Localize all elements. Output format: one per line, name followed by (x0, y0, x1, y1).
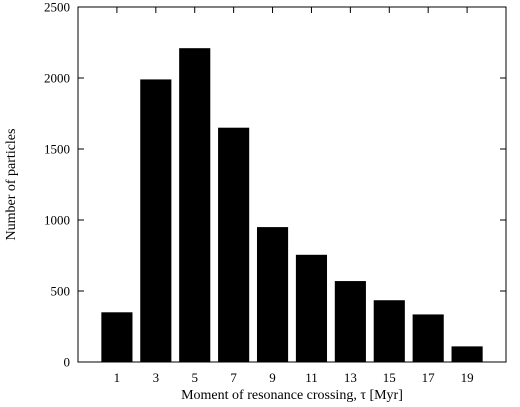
bar-13 (334, 281, 366, 362)
x-tick-label: 3 (153, 370, 160, 385)
bar-11 (295, 254, 328, 362)
x-tick-label: 1 (114, 370, 121, 385)
bar-15 (373, 300, 405, 362)
y-axis-label: Number of particles (4, 129, 19, 241)
y-tick-label: 1500 (44, 142, 70, 157)
y-tick-label: 0 (64, 355, 71, 370)
bar-3 (140, 79, 172, 363)
bar-19 (451, 346, 483, 362)
x-tick-label: 9 (269, 370, 276, 385)
x-tick-label: 17 (422, 370, 436, 385)
x-tick-label: 19 (461, 370, 474, 385)
bar-7 (218, 127, 250, 362)
bar-1 (101, 312, 133, 362)
plot-border (77, 6, 507, 363)
x-tick-label: 11 (305, 370, 318, 385)
x-axis-ticks: 1 3 5 7 9 11 13 15 17 19 (114, 7, 474, 385)
bars-group (101, 48, 483, 363)
bar-17 (412, 314, 444, 362)
y-axis-ticks: 0 500 1000 1500 2000 2500 (44, 0, 506, 370)
x-tick-label: 7 (230, 370, 237, 385)
bar-5 (179, 48, 211, 363)
y-tick-label: 1000 (44, 213, 70, 228)
y-tick-label: 2500 (44, 0, 70, 15)
y-tick-label: 500 (51, 284, 71, 299)
plot-frame (77, 6, 507, 363)
x-tick-label: 15 (383, 370, 396, 385)
bar-9 (256, 227, 289, 362)
x-axis-label: Moment of resonance crossing, τ [Myr] (181, 388, 403, 403)
x-tick-label: 13 (344, 370, 357, 385)
y-tick-label: 2000 (44, 71, 70, 86)
x-tick-label: 5 (191, 370, 198, 385)
